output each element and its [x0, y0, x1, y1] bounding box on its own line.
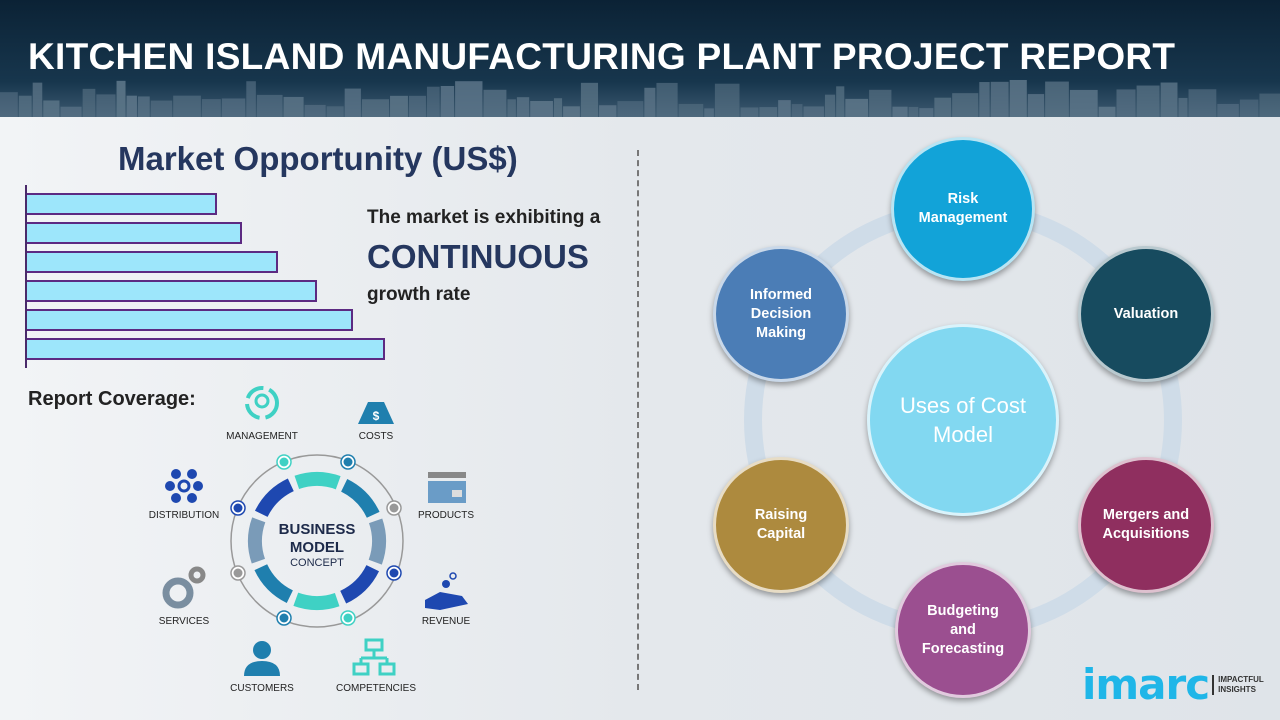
svg-text:$: $: [373, 409, 380, 423]
coverage-label-competencies: COMPETENCIES: [335, 683, 417, 694]
coverage-label-products: PRODUCTS: [417, 510, 475, 521]
money-bag-icon: $: [358, 402, 394, 424]
org-chart-icon: [352, 638, 396, 676]
imarc-logo: imarc IMPACTFUL INSIGHTS: [1082, 660, 1264, 709]
uses-center-label: Uses of Cost Model: [900, 393, 1026, 447]
network-icon: [165, 469, 203, 503]
logo-word: imarc: [1082, 660, 1210, 709]
bm-center-2: MODEL: [290, 539, 344, 556]
divider: [637, 150, 639, 690]
use-node-3: Mergers and Acquisitions: [1078, 457, 1214, 593]
bm-segment: [340, 478, 380, 519]
coverage-label-customers: CUSTOMERS: [230, 683, 294, 694]
use-node-6: Informed Decision Making: [713, 246, 849, 382]
bar-2: [27, 222, 242, 244]
use-node-4: Budgeting and Forecasting: [895, 562, 1031, 698]
bm-center-1: BUSINESS: [279, 521, 356, 538]
bar-6: [27, 338, 385, 360]
coverage-label-management: MANAGEMENT: [226, 431, 298, 442]
person-icon: [244, 641, 280, 676]
use-node-1: Risk Management: [891, 137, 1035, 281]
bm-segment: [293, 592, 340, 610]
use-node-5: Raising Capital: [713, 457, 849, 593]
bar-axis: [25, 185, 27, 368]
coverage-label-revenue: REVENUE: [421, 616, 471, 627]
city-skyline: [0, 79, 1280, 117]
bm-segment: [339, 564, 380, 604]
bm-center-3: CONCEPT: [290, 557, 344, 569]
lightbulb-cycle-icon: [245, 386, 279, 420]
header: KITCHEN ISLAND MANUFACTURING PLANT PROJE…: [0, 0, 1280, 117]
coverage-label-costs: COSTS: [358, 431, 394, 442]
background: [0, 117, 1280, 720]
bm-segment: [248, 517, 266, 564]
uses-center: Uses of Cost Model: [867, 324, 1059, 516]
bm-segment: [254, 563, 294, 604]
page-title: KITCHEN ISLAND MANUFACTURING PLANT PROJE…: [28, 36, 1176, 77]
market-title: Market Opportunity (US$): [118, 140, 518, 177]
report-coverage-title: Report Coverage:: [28, 388, 196, 410]
bar-3: [27, 251, 278, 273]
logo-tag: IMPACTFUL INSIGHTS: [1212, 674, 1264, 695]
gears-icon: [162, 566, 206, 609]
bm-segment: [368, 518, 386, 565]
bm-segment: [254, 478, 295, 518]
growth-text-3: growth rate: [367, 284, 471, 305]
coverage-label-distribution: DISTRIBUTION: [148, 510, 220, 521]
growth-text-2: CONTINUOUS: [367, 238, 589, 275]
use-node-2: Valuation: [1078, 246, 1214, 382]
bm-segment: [294, 472, 341, 490]
box-icon: [428, 472, 466, 503]
growth-text-1: The market is exhibiting a: [367, 207, 601, 228]
bar-1: [27, 193, 217, 215]
bar-4: [27, 280, 317, 302]
hand-coins-icon: [425, 572, 468, 610]
coverage-label-services: SERVICES: [158, 616, 210, 627]
business-model-diagram: BUSINESS MODEL CONCEPT $: [162, 386, 468, 676]
bar-5: [27, 309, 353, 331]
